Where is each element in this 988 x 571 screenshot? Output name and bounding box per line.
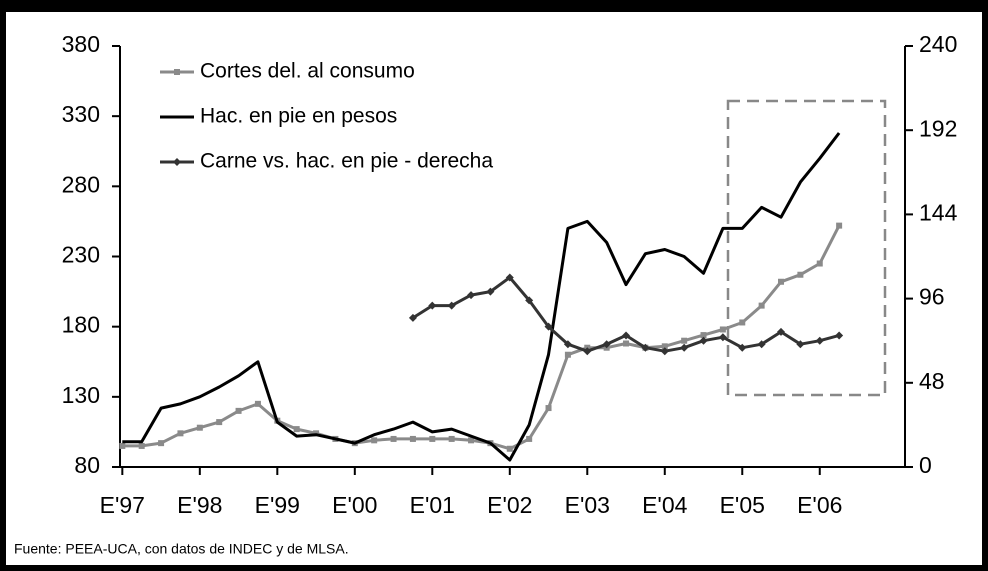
marker <box>409 435 416 442</box>
x-tick-label: E'02 <box>487 492 532 518</box>
series-line <box>122 224 841 451</box>
marker <box>429 435 436 442</box>
marker <box>448 435 455 442</box>
y2-tick-label: 0 <box>919 452 932 478</box>
marker <box>700 332 707 339</box>
marker <box>623 340 630 347</box>
x-tick-label: E'99 <box>255 492 300 518</box>
x-tick-label: E'06 <box>797 492 842 518</box>
marker <box>680 343 689 352</box>
marker <box>815 336 824 345</box>
x-tick-label: E'97 <box>100 492 145 518</box>
marker <box>545 405 552 412</box>
y2-tick-label: 144 <box>919 199 958 225</box>
marker <box>525 296 534 305</box>
marker <box>506 445 513 452</box>
marker <box>699 336 708 345</box>
x-tick-label: E'01 <box>410 492 455 518</box>
marker <box>641 343 650 352</box>
marker <box>758 302 765 309</box>
marker <box>757 340 766 349</box>
x-tick-label: E'98 <box>177 492 222 518</box>
legend-label: Carne vs. hac. en pie - derecha <box>200 150 493 173</box>
marker <box>447 301 456 310</box>
marker <box>778 278 785 285</box>
marker <box>371 437 378 444</box>
marker <box>563 340 572 349</box>
marker <box>719 326 726 333</box>
marker <box>681 337 688 344</box>
marker <box>505 273 514 282</box>
y-tick-label: 80 <box>74 452 100 478</box>
marker <box>739 319 746 326</box>
marker <box>158 440 165 447</box>
marker <box>602 340 611 349</box>
x-tick-label: E'03 <box>565 492 610 518</box>
marker <box>526 435 533 442</box>
marker <box>138 442 145 449</box>
marker <box>836 222 843 229</box>
y-tick-label: 230 <box>62 242 100 268</box>
series-line <box>122 132 841 462</box>
x-tick-label: E'00 <box>332 492 377 518</box>
y-tick-label: 180 <box>62 312 100 338</box>
marker <box>796 340 805 349</box>
marker <box>467 291 476 300</box>
y-tick-label: 130 <box>62 382 100 408</box>
marker <box>408 313 417 322</box>
marker <box>119 442 126 449</box>
y2-tick-label: 240 <box>919 31 957 57</box>
marker <box>177 430 184 437</box>
marker <box>174 69 180 75</box>
marker <box>835 331 844 340</box>
marker <box>583 347 592 356</box>
marker <box>390 435 397 442</box>
marker <box>428 301 437 310</box>
marker <box>544 322 553 331</box>
y2-tick-label: 96 <box>919 284 945 310</box>
marker <box>816 260 823 267</box>
y2-tick-label: 192 <box>919 115 957 141</box>
x-tick-label: E'05 <box>720 492 765 518</box>
marker <box>293 426 300 433</box>
highlight-box <box>726 99 887 397</box>
y-tick-label: 380 <box>62 31 100 57</box>
marker <box>622 331 631 340</box>
legend-label: Hac. en pie en pesos <box>200 105 397 128</box>
marker <box>777 327 786 336</box>
marker <box>173 158 181 166</box>
marker <box>660 347 669 356</box>
marker <box>718 333 727 342</box>
legend-label: Cortes del. al consumo <box>200 60 415 83</box>
marker <box>235 407 242 414</box>
marker <box>486 287 495 296</box>
y2-tick-label: 48 <box>919 368 945 394</box>
marker <box>216 419 223 426</box>
source-note: Fuente: PEEA-UCA, con datos de INDEC y d… <box>14 541 349 557</box>
marker <box>738 343 747 352</box>
marker <box>661 343 668 350</box>
y-tick-label: 280 <box>62 171 100 197</box>
x-tick-label: E'04 <box>642 492 688 518</box>
marker <box>564 351 571 358</box>
marker <box>254 400 261 407</box>
y-tick-label: 330 <box>62 101 100 127</box>
marker <box>196 424 203 431</box>
marker <box>797 271 804 278</box>
marker <box>468 437 475 444</box>
